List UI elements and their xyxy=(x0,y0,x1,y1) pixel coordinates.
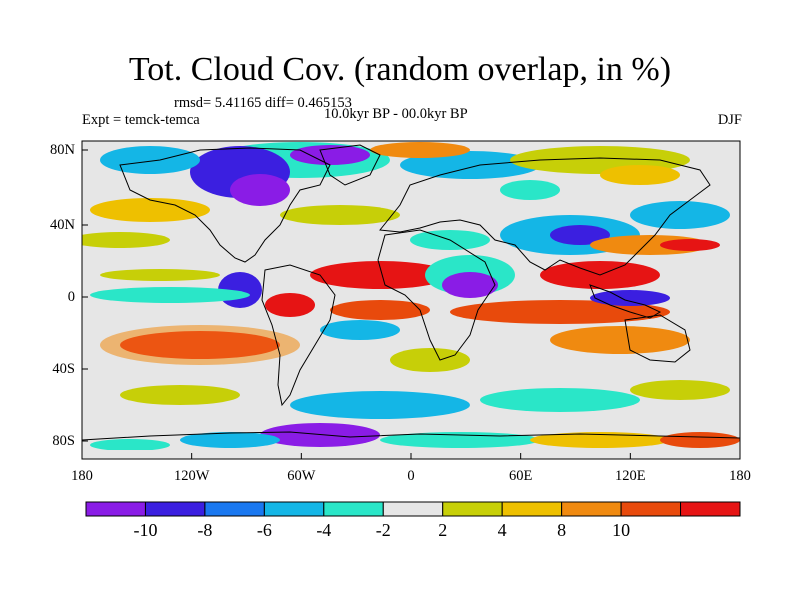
anomaly-patch xyxy=(330,300,430,320)
anomaly-patch xyxy=(550,326,690,354)
longitude-label: 180 xyxy=(71,468,93,484)
anomaly-patch xyxy=(90,439,170,451)
anomaly-patch xyxy=(600,165,680,185)
coastline-africa xyxy=(377,229,496,361)
longitude-label: 180 xyxy=(729,468,751,484)
coastline-southeast-asia xyxy=(589,284,662,319)
anomaly-patch xyxy=(500,180,560,200)
colorbar-swatch xyxy=(144,501,206,517)
anomaly-patch xyxy=(630,380,730,400)
anomaly-patch xyxy=(180,432,280,448)
anomaly-patch xyxy=(290,391,470,419)
colorbar-label: -6 xyxy=(256,520,272,540)
anomaly-patch xyxy=(320,320,400,340)
anomaly-patch xyxy=(660,432,740,448)
anomaly-patch xyxy=(370,142,470,158)
anomaly-patch xyxy=(290,145,370,165)
anomaly-patch xyxy=(265,293,315,317)
map-field xyxy=(82,141,740,459)
axis-ticks xyxy=(81,149,741,459)
anomaly-patch xyxy=(310,261,450,289)
longitude-label: 120W xyxy=(173,468,210,484)
colorbar-label: 4 xyxy=(497,520,507,540)
colorbar-swatch xyxy=(561,501,622,517)
latitude-label: 80S xyxy=(52,433,75,449)
colorbar xyxy=(85,501,741,517)
colorbar-label: 10 xyxy=(612,520,631,540)
anomaly-patch xyxy=(100,269,220,281)
colorbar-swatch xyxy=(85,501,146,517)
anomaly-patch xyxy=(400,151,540,179)
longitude-label: 0 xyxy=(407,468,415,484)
coastlines xyxy=(82,144,740,441)
colorbar-label: -2 xyxy=(375,520,391,540)
coastline-antarctica xyxy=(82,431,740,441)
anomaly-patch xyxy=(630,201,730,229)
anomaly-patch xyxy=(530,432,670,448)
longitude-label: 60W xyxy=(287,468,316,484)
anomaly-patch xyxy=(100,325,300,365)
anomaly-patch xyxy=(120,385,240,405)
anomaly-patch xyxy=(442,272,498,298)
anomaly-patch xyxy=(90,287,250,303)
coastline-eurasia xyxy=(379,157,711,276)
anomaly-patch xyxy=(82,232,170,248)
colorbar-label: 2 xyxy=(438,520,448,540)
colorbar-label: -10 xyxy=(133,520,158,540)
colorbar-swatch xyxy=(204,501,265,517)
anomaly-patch xyxy=(280,205,400,225)
season-label: DJF xyxy=(717,112,742,128)
longitude-label: 60E xyxy=(508,468,533,484)
longitude-label: 120E xyxy=(615,468,646,484)
coastline-greenland xyxy=(319,144,381,186)
colorbar-swatch xyxy=(680,501,741,517)
anomaly-patch xyxy=(230,174,290,206)
anomaly-patch xyxy=(100,146,200,174)
anomaly-patch xyxy=(660,239,720,251)
colorbar-label: 8 xyxy=(557,520,567,540)
latitude-label: 0 xyxy=(67,289,75,305)
latitude-label: 40S xyxy=(52,361,75,377)
experiment-label: Expt = temck-temca xyxy=(82,112,200,128)
latitude-label: 80N xyxy=(50,142,75,158)
anomaly-patch xyxy=(90,198,210,222)
period-label: 10.0kyr BP - 00.0kyr BP xyxy=(324,106,468,122)
colorbar-swatch xyxy=(382,501,444,517)
colorbar-label: -4 xyxy=(316,520,332,540)
colorbar-swatch xyxy=(263,501,325,517)
anomaly-patch xyxy=(590,290,670,306)
anomaly-patch xyxy=(550,225,610,245)
colorbar-swatch xyxy=(620,501,682,517)
anomaly-patch xyxy=(390,348,470,372)
coastline-north-america xyxy=(119,147,331,263)
coastline-south-america xyxy=(261,264,336,407)
coastline-australia xyxy=(624,314,691,363)
colorbar-swatch xyxy=(442,501,503,517)
anomaly-patch xyxy=(480,388,640,412)
stats-text: rmsd= 5.41165 diff= 0.465153 xyxy=(174,95,352,111)
plot-title: Tot. Cloud Cov. (random overlap, in %) xyxy=(128,51,672,88)
latitude-label: 40N xyxy=(50,217,75,233)
anomaly-patch xyxy=(450,300,670,324)
colorbar-swatch xyxy=(501,501,563,517)
colorbar-swatch xyxy=(323,501,384,517)
colorbar-label: -8 xyxy=(197,520,213,540)
